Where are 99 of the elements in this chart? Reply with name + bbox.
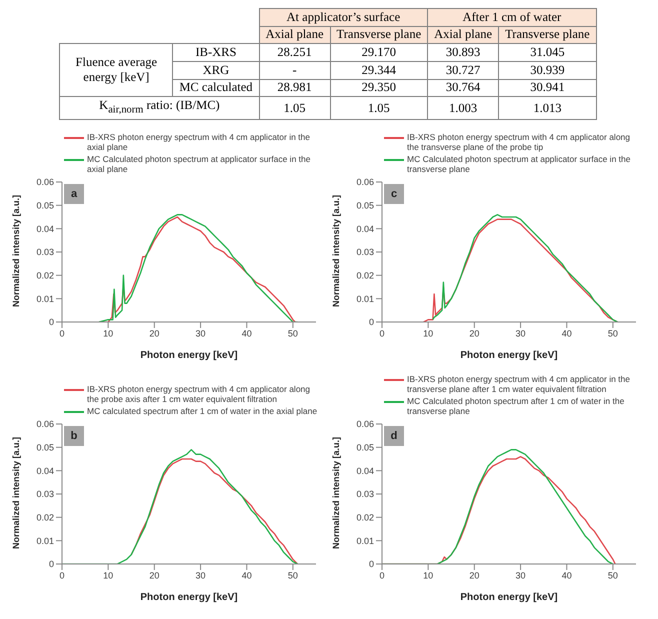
y-tick-label: 0.06: [36, 177, 54, 188]
text: Transverse plane: [330, 26, 428, 44]
x-tick-label: 10: [423, 328, 434, 338]
x-tick-label: 40: [562, 328, 572, 338]
y-tick-label: 0.04: [36, 224, 54, 234]
y-tick-label: 0.05: [36, 442, 54, 453]
y-tick-label: 0: [368, 559, 374, 570]
y-tick-label: 0.04: [36, 466, 54, 476]
annotation: b: [64, 426, 84, 446]
text: 30.727: [428, 61, 499, 80]
text: MC calculated: [172, 79, 260, 97]
y-tick-label: 0.03: [356, 489, 374, 500]
x-tick-label: 0: [379, 328, 385, 338]
x-tick-label: 0: [59, 328, 65, 338]
y-tick-label: 0: [368, 317, 374, 328]
text: 30.939: [498, 61, 596, 80]
y-axis-title: Normalized intensity [a.u.]: [331, 194, 342, 307]
y-axis-title: Normalized intensity [a.u.]: [11, 194, 22, 307]
y-tick-label: 0.02: [36, 512, 54, 523]
text: -: [259, 61, 330, 80]
legend-label: IB-XRS photon energy spectrum with 4 cm applicator along the transverse plane of the probe tip: [407, 132, 632, 152]
y-tick-label: 0.05: [356, 442, 374, 453]
y-tick-label: 0: [48, 317, 54, 328]
text: 29.344: [330, 61, 428, 80]
x-tick-label: 40: [242, 570, 252, 580]
legend-label: MC Calculated photon spectrum after 1 cm of water in the transverse plane: [407, 396, 626, 416]
y-axis-title: Normalized intensity [a.u.]: [11, 436, 22, 549]
y-tick-label: 0.02: [356, 512, 374, 523]
text: 1.05: [330, 96, 428, 120]
x-axis-title: Photon energy [keV]: [140, 350, 238, 361]
y-tick-label: 0: [48, 559, 54, 570]
text: 28.981: [259, 79, 330, 97]
text: 29.350: [330, 79, 428, 97]
text: Axial plane: [428, 26, 499, 44]
x-tick-label: 20: [469, 328, 480, 338]
text: At applicator’s surface: [259, 8, 428, 26]
x-axis-title: Photon energy [keV]: [140, 592, 238, 603]
text: 1.003: [428, 96, 499, 120]
text: 29.170: [330, 44, 428, 62]
legend-label: IB-XRS photon energy spectrum with 4 cm applicator along the probe axis after 1 cm water equivalent filtration: [87, 384, 312, 404]
y-tick-label: 0.02: [36, 270, 54, 281]
x-tick-label: 40: [242, 328, 252, 338]
annotation: c: [384, 184, 404, 204]
text: 30.941: [498, 79, 596, 97]
x-tick-label: 20: [149, 328, 160, 338]
x-tick-label: 10: [103, 328, 114, 338]
annotation: d: [384, 426, 404, 446]
y-tick-label: 0.02: [356, 270, 374, 281]
text: Fluence average energy [keV]: [60, 44, 173, 97]
y-tick-label: 0.04: [356, 224, 374, 234]
legend-label: IB-XRS photon energy spectrum with 4 cm applicator in the axial plane: [87, 132, 311, 152]
x-tick-label: 30: [196, 328, 206, 338]
x-tick-label: 10: [103, 570, 114, 580]
text: Transverse plane: [498, 26, 596, 44]
text: After 1 cm of water: [428, 8, 596, 26]
y-tick-label: 0.03: [356, 247, 374, 258]
x-tick-label: 10: [423, 570, 434, 580]
x-tick-label: 50: [608, 570, 618, 580]
y-tick-label: 0.05: [356, 200, 374, 211]
y-tick-label: 0.03: [36, 489, 54, 500]
y-tick-label: 0.01: [356, 294, 374, 304]
text: K$_{air,norm}$ ratio: (IB/MC): [60, 96, 260, 120]
text: 30.893: [428, 44, 499, 62]
y-tick-label: 0.06: [356, 177, 374, 188]
y-tick-label: 0.01: [36, 536, 54, 546]
text: XRG: [172, 61, 260, 80]
text: 1.013: [498, 96, 596, 120]
y-tick-label: 0.06: [36, 419, 54, 430]
x-tick-label: 20: [149, 570, 160, 580]
y-tick-label: 0.03: [36, 247, 54, 258]
x-tick-label: 40: [562, 570, 572, 580]
text: Axial plane: [259, 26, 330, 44]
x-tick-label: 0: [379, 570, 385, 580]
text: 30.764: [428, 79, 499, 97]
legend-label: MC calculated spectrum after 1 cm of water in the axial plane: [87, 406, 318, 416]
text: 28.251: [259, 44, 330, 62]
x-tick-label: 30: [516, 570, 526, 580]
y-tick-label: 0.01: [356, 536, 374, 546]
legend-label: MC Calculated photon spectrum at applicator surface in the axial plane: [87, 154, 312, 174]
legend-label: MC Calculated photon spectrum at applicator surface in the transverse plane: [407, 154, 632, 174]
text: 31.045: [498, 44, 596, 62]
legend-label: IB-XRS photon energy spectrum with 4 cm applicator in the transverse plane after 1 cm water equivalent filtration: [407, 374, 631, 394]
x-axis-title: Photon energy [keV]: [460, 350, 558, 361]
x-tick-label: 50: [288, 328, 298, 338]
y-tick-label: 0.04: [356, 466, 374, 476]
y-tick-label: 0.01: [36, 294, 54, 304]
x-tick-label: 50: [288, 570, 298, 580]
x-tick-label: 30: [196, 570, 206, 580]
x-tick-label: 30: [516, 328, 526, 338]
text: IB-XRS: [172, 44, 260, 62]
text: 1.05: [259, 96, 330, 120]
y-tick-label: 0.05: [36, 200, 54, 211]
annotation: a: [64, 184, 84, 204]
x-tick-label: 20: [469, 570, 480, 580]
x-tick-label: 0: [59, 570, 65, 580]
y-axis-title: Normalized intensity [a.u.]: [331, 436, 342, 549]
y-tick-label: 0.06: [356, 419, 374, 430]
x-tick-label: 50: [608, 328, 618, 338]
x-axis-title: Photon energy [keV]: [460, 592, 558, 603]
